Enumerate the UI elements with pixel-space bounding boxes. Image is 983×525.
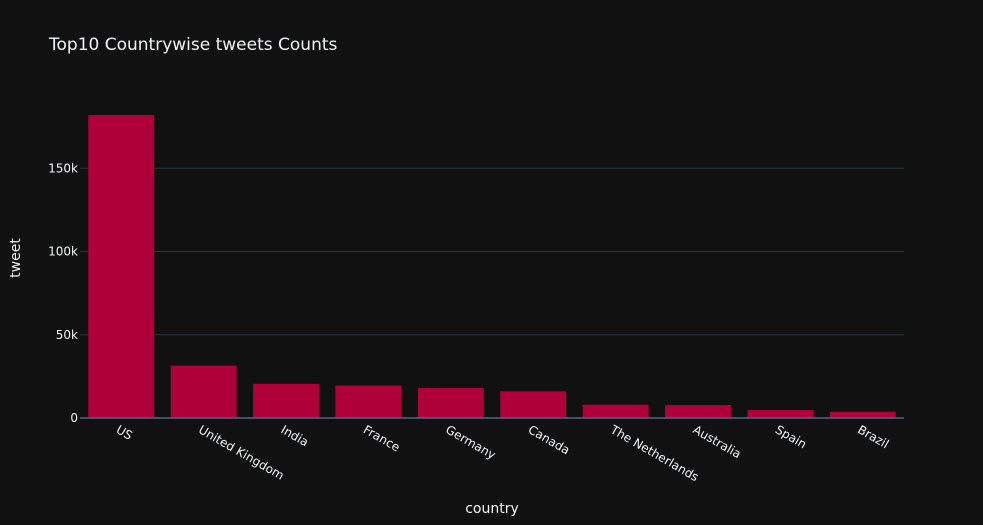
y-tick-label: 0 <box>70 411 78 425</box>
y-tick-label: 50k <box>56 328 78 342</box>
bar-australia[interactable] <box>665 405 731 418</box>
y-axis-title: tweet <box>8 238 24 278</box>
gridlines <box>80 167 904 336</box>
bar-india[interactable] <box>253 383 319 418</box>
x-axis-title: country <box>465 501 519 517</box>
bar-the-netherlands[interactable] <box>582 404 649 418</box>
bars[interactable] <box>88 115 896 418</box>
y-tick-label: 100k <box>48 245 78 259</box>
y-axis-ticks: 0 50k 100k 150k <box>48 161 78 425</box>
bar-germany[interactable] <box>417 388 484 418</box>
bar-united-kingdom[interactable] <box>170 365 237 418</box>
bar-spain[interactable] <box>747 410 814 418</box>
bar-brazil[interactable] <box>829 411 896 418</box>
y-tick-label: 150k <box>48 161 78 175</box>
bar-france[interactable] <box>335 385 402 418</box>
chart-title: Top10 Countrywise tweets Counts <box>48 35 338 55</box>
bar-us[interactable] <box>88 115 155 418</box>
bar-canada[interactable] <box>500 391 567 418</box>
